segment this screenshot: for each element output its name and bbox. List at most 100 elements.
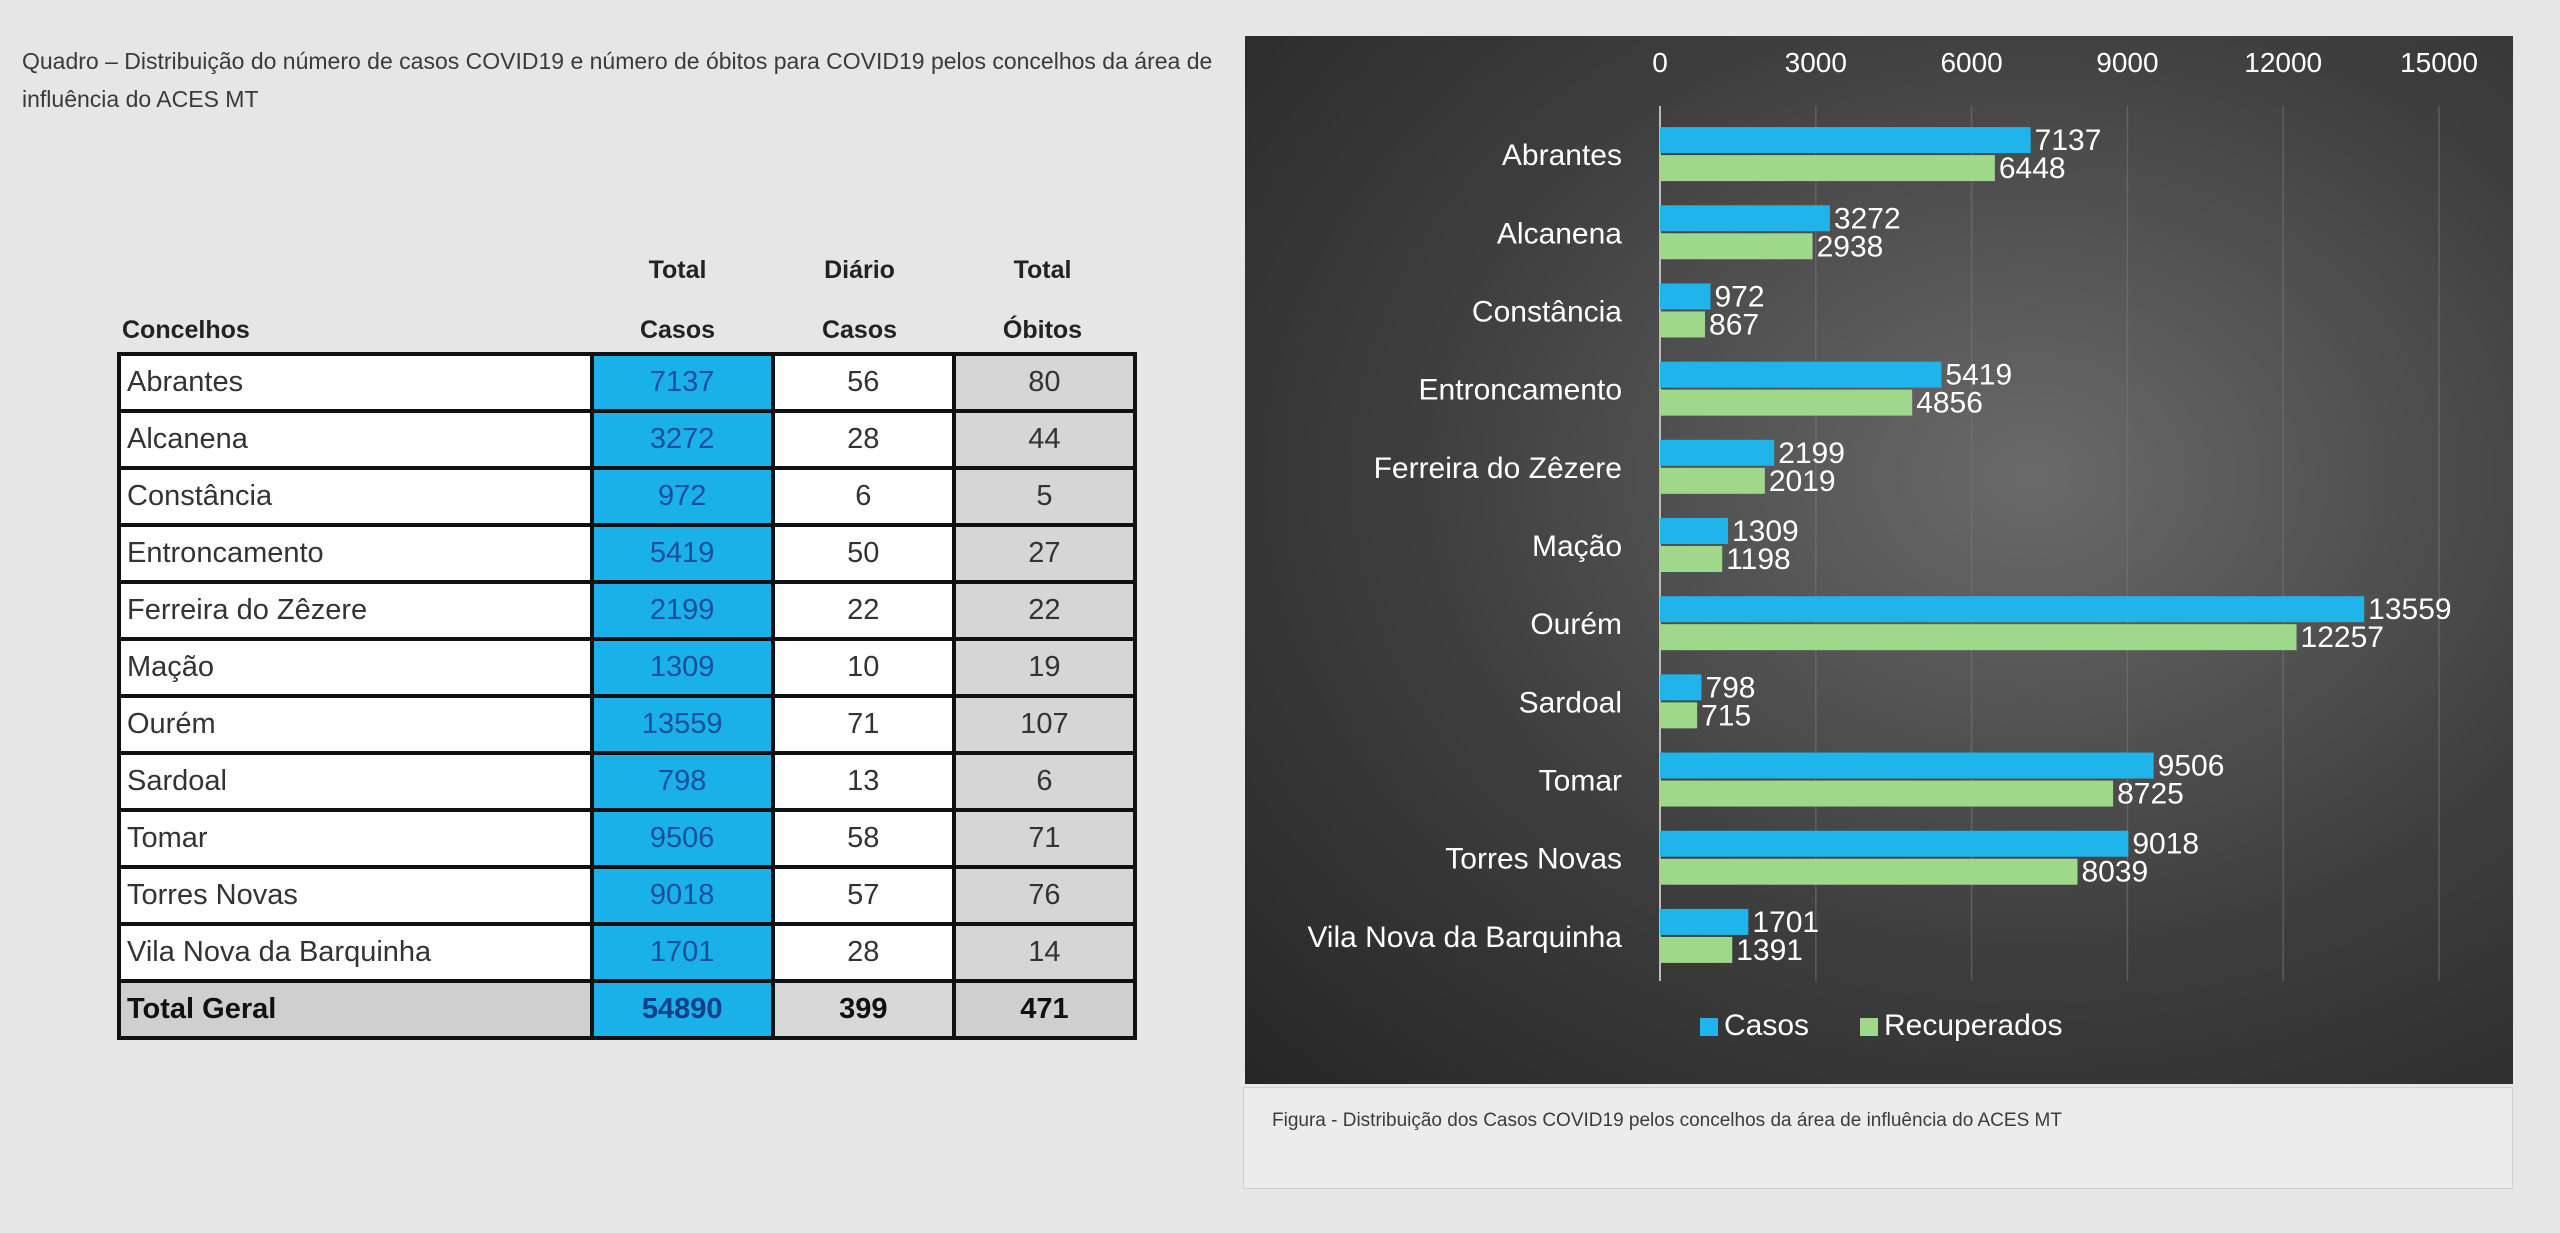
row-concelho: Alcanena xyxy=(117,409,594,470)
row-total-obitos: 22 xyxy=(951,580,1138,641)
chart-panel: 0 3000 6000 9000 12000 15000 Abrantes 7137 6448 A… xyxy=(1245,36,2513,1084)
table-row: Ourém 13559 71 107 xyxy=(117,694,1138,755)
bar-recuperados xyxy=(1660,624,2297,651)
caption-box: Figura - Distribuição dos Casos COVID19 … xyxy=(1243,1087,2513,1189)
row-diario-casos: 13 xyxy=(770,751,956,812)
row-total-casos: 9506 xyxy=(589,808,775,869)
legend-label: Casos xyxy=(1724,1009,1809,1042)
table-row: Alcanena 3272 28 44 xyxy=(117,409,1138,470)
data-label: 8039 xyxy=(2081,856,2148,889)
bar-casos xyxy=(1660,752,2154,779)
data-label: 13559 xyxy=(2368,593,2451,626)
data-label: 1391 xyxy=(1736,934,1803,967)
data-label: 4856 xyxy=(1916,387,1983,420)
row-concelho: Ferreira do Zêzere xyxy=(117,580,594,641)
header-total-obitos-line2: Óbitos xyxy=(1002,316,1083,344)
row-concelho: Constância xyxy=(117,466,594,527)
data-label: 5419 xyxy=(1945,359,2012,392)
category-label: Abrantes xyxy=(1502,139,1622,172)
row-total-casos: 9018 xyxy=(589,865,775,926)
table-row: Entroncamento 5419 50 27 xyxy=(117,523,1138,584)
row-total-casos: 972 xyxy=(589,466,775,527)
table-row: Mação 1309 10 19 xyxy=(117,637,1138,698)
total-obitos: 471 xyxy=(951,979,1138,1040)
row-concelho: Ourém xyxy=(117,694,594,755)
row-concelho: Mação xyxy=(117,637,594,698)
header-diario-casos-line1: Diário xyxy=(824,256,895,284)
row-total-obitos: 71 xyxy=(951,808,1138,869)
bar-recuperados xyxy=(1660,702,1698,729)
legend-swatch-casos xyxy=(1700,1018,1718,1036)
row-total-obitos: 44 xyxy=(951,409,1138,470)
category-label: Entroncamento xyxy=(1419,374,1622,407)
figure-caption: Figura - Distribuição dos Casos COVID19 … xyxy=(1272,1110,2062,1131)
table-row: Tomar 9506 58 71 xyxy=(117,808,1138,869)
row-diario-casos: 10 xyxy=(770,637,956,698)
category-label: Constância xyxy=(1472,295,1622,328)
bar-casos xyxy=(1660,908,1749,935)
data-label: 867 xyxy=(1709,308,1759,341)
row-diario-casos: 6 xyxy=(770,466,956,527)
row-concelho: Entroncamento xyxy=(117,523,594,584)
data-label: 9018 xyxy=(2132,828,2199,861)
bar-recuperados xyxy=(1660,858,2078,885)
bar-recuperados xyxy=(1660,780,2114,807)
data-label: 972 xyxy=(1714,280,1764,313)
row-total-obitos: 27 xyxy=(951,523,1138,584)
x-tick-label: 6000 xyxy=(1940,47,2002,78)
quadro-title: Quadro – Distribuição do número de casos… xyxy=(22,48,1213,112)
row-total-obitos: 19 xyxy=(951,637,1138,698)
row-total-obitos: 5 xyxy=(951,466,1138,527)
data-label: 1309 xyxy=(1732,515,1799,548)
data-label: 2938 xyxy=(1817,230,1884,263)
row-concelho: Torres Novas xyxy=(117,865,594,926)
row-total-obitos: 14 xyxy=(951,922,1138,983)
row-total-casos: 7137 xyxy=(589,352,775,413)
row-concelho: Tomar xyxy=(117,808,594,869)
covid-table: Abrantes 7137 56 80 Alcanena 3272 28 44 … xyxy=(117,352,1138,1040)
table-row: Constância 972 6 5 xyxy=(117,466,1138,527)
category-label: Ferreira do Zêzere xyxy=(1374,452,1622,485)
header-total-casos-line2: Casos xyxy=(639,316,716,344)
legend-label: Recuperados xyxy=(1884,1009,2062,1042)
header-concelhos: Concelhos xyxy=(122,316,250,344)
row-diario-casos: 50 xyxy=(770,523,956,584)
row-total-casos: 2199 xyxy=(589,580,775,641)
bar-recuperados xyxy=(1660,546,1723,572)
category-label: Ourém xyxy=(1530,608,1622,641)
row-diario-casos: 71 xyxy=(770,694,956,755)
row-concelho: Abrantes xyxy=(117,352,594,413)
table-row: Ferreira do Zêzere 2199 22 22 xyxy=(117,580,1138,641)
bar-casos xyxy=(1660,283,1711,310)
total-casos: 54890 xyxy=(589,979,775,1040)
bar-casos xyxy=(1660,361,1942,388)
row-total-casos: 13559 xyxy=(589,694,775,755)
row-diario-casos: 22 xyxy=(770,580,956,641)
total-diario: 399 xyxy=(770,979,956,1040)
data-label: 2019 xyxy=(1769,465,1836,498)
data-label: 1198 xyxy=(1726,543,1791,576)
row-concelho: Vila Nova da Barquinha xyxy=(117,922,594,983)
row-diario-casos: 28 xyxy=(770,409,956,470)
row-total-obitos: 76 xyxy=(951,865,1138,926)
bar-casos xyxy=(1660,205,1830,232)
data-label: 3272 xyxy=(1834,202,1901,235)
category-label: Vila Nova da Barquinha xyxy=(1307,921,1622,954)
x-tick-label: 9000 xyxy=(2096,47,2158,78)
row-total-casos: 3272 xyxy=(589,409,775,470)
x-tick-label: 15000 xyxy=(2400,47,2478,78)
x-tick-label: 3000 xyxy=(1785,47,1847,78)
category-label: Torres Novas xyxy=(1445,843,1622,876)
row-total-obitos: 80 xyxy=(951,352,1138,413)
bar-casos xyxy=(1660,439,1775,466)
data-label: 9506 xyxy=(2158,750,2225,783)
table-row: Vila Nova da Barquinha 1701 28 14 xyxy=(117,922,1138,983)
category-label: Sardoal xyxy=(1519,686,1622,719)
x-tick-label: 12000 xyxy=(2244,47,2322,78)
bar-casos xyxy=(1660,674,1702,701)
row-total-casos: 5419 xyxy=(589,523,775,584)
bar-recuperados xyxy=(1660,936,1733,963)
table-total-row: Total Geral 54890 399 471 xyxy=(117,979,1138,1040)
row-total-obitos: 107 xyxy=(951,694,1138,755)
